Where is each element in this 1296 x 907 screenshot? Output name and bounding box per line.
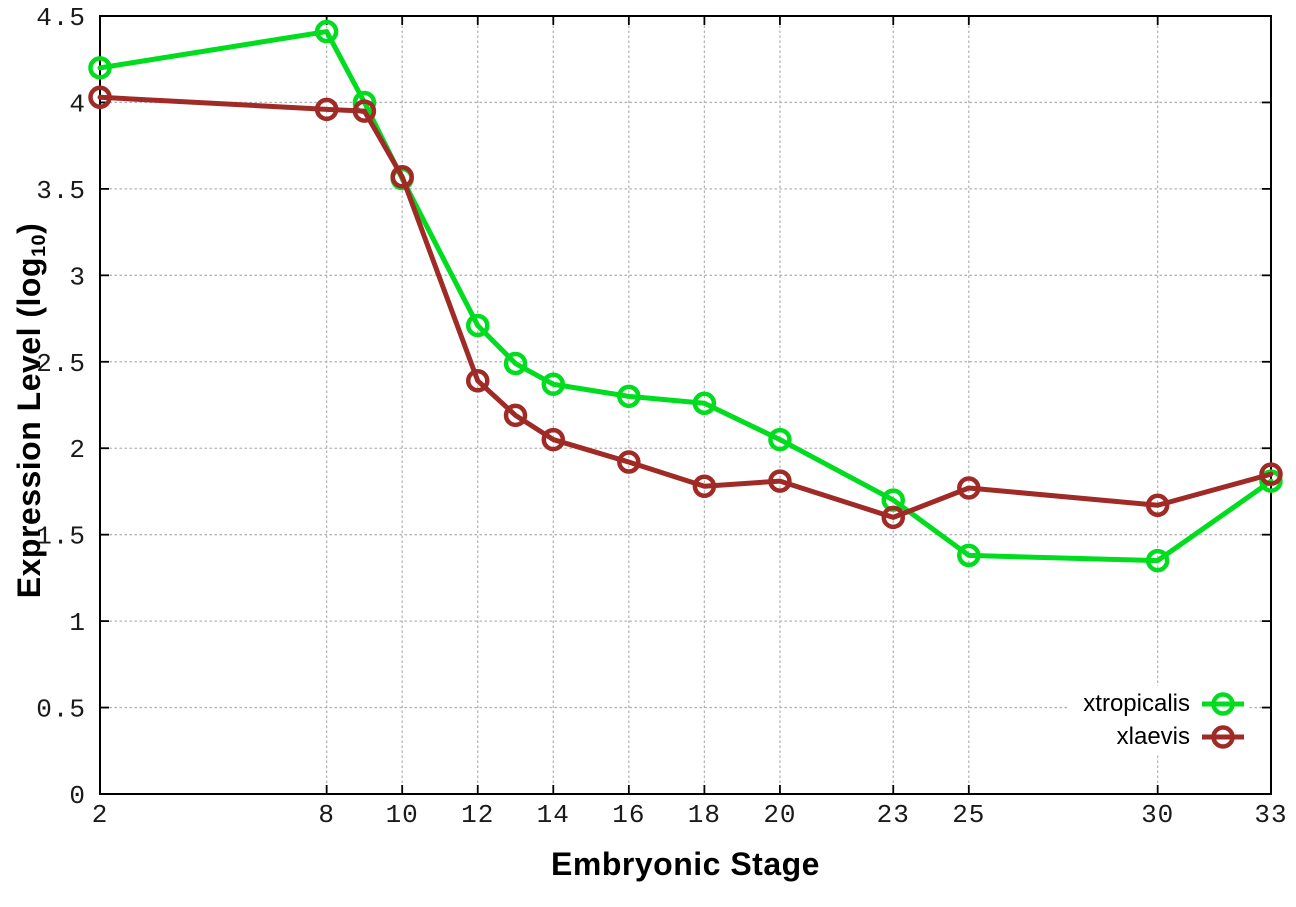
- data-point-xlaevis: [1145, 493, 1170, 518]
- legend: xtropicalis xlaevis: [1069, 686, 1248, 754]
- data-point-xtropicalis: [465, 313, 490, 338]
- x-tick-label: 8: [318, 800, 335, 830]
- data-point-xtropicalis: [1145, 548, 1170, 573]
- x-tick-label: 18: [688, 800, 721, 830]
- data-point-xlaevis: [352, 99, 377, 123]
- series-line-xlaevis: [97, 94, 1274, 520]
- x-axis-title: Embryonic Stage: [551, 846, 820, 882]
- data-point-xlaevis: [768, 469, 792, 493]
- data-point-xtropicalis: [768, 427, 792, 452]
- data-point-xtropicalis: [503, 351, 528, 376]
- xlaevis-marker-icon: [1202, 724, 1244, 749]
- data-point-xlaevis: [465, 369, 490, 393]
- data-point-xlaevis: [692, 474, 717, 499]
- data-point-xtropicalis: [617, 384, 641, 409]
- y-tick-label: 0: [69, 781, 86, 811]
- xtropicalis-marker-icon: [1202, 691, 1244, 716]
- legend-item-xtropicalis: xtropicalis: [1083, 688, 1246, 719]
- x-tick-label: 20: [763, 800, 796, 830]
- y-tick-label: 1.5: [36, 522, 86, 552]
- data-point-xlaevis: [541, 427, 566, 452]
- data-point-xlaevis: [881, 505, 906, 530]
- y-tick-label: 2.5: [36, 349, 86, 379]
- x-tick-label: 30: [1141, 800, 1174, 830]
- data-point-xlaevis: [503, 403, 528, 428]
- data-point-xtropicalis: [88, 56, 112, 80]
- x-tick-label: 25: [952, 800, 985, 830]
- data-point-xlaevis: [314, 97, 339, 122]
- x-tick-label: 12: [461, 800, 494, 830]
- x-tick-label: 10: [386, 800, 419, 830]
- data-point-xtropicalis: [541, 372, 566, 397]
- data-point-xlaevis: [957, 476, 981, 500]
- y-tick-label: 4: [69, 89, 86, 119]
- legend-label-xtropicalis: xtropicalis: [1083, 690, 1190, 717]
- y-tick-label: 1: [69, 608, 86, 638]
- y-tick-label: 0.5: [36, 695, 86, 725]
- data-point-xlaevis: [390, 165, 414, 189]
- x-tick-label: 14: [537, 800, 570, 830]
- legend-label-xlaevis: xlaevis: [1116, 723, 1190, 750]
- data-point-xlaevis: [1259, 462, 1283, 486]
- y-tick-label: 3: [69, 262, 86, 292]
- data-point-xlaevis: [617, 450, 641, 474]
- data-point-xlaevis: [88, 85, 112, 110]
- x-tick-label: 16: [612, 800, 645, 830]
- data-point-xtropicalis: [314, 19, 339, 44]
- x-tick-label: 33: [1254, 800, 1287, 830]
- y-tick-label: 4.5: [36, 3, 86, 33]
- legend-item-xlaevis: xlaevis: [1117, 721, 1246, 752]
- data-point-xtropicalis: [1259, 469, 1283, 493]
- y-tick-label: 2: [69, 435, 86, 465]
- data-point-xtropicalis: [957, 543, 981, 568]
- y-tick-label: 3.5: [36, 176, 86, 206]
- data-point-xtropicalis: [692, 391, 717, 416]
- x-tick-label: 2: [92, 800, 109, 830]
- x-tick-label: 23: [877, 800, 910, 830]
- plot-border: [99, 15, 1272, 795]
